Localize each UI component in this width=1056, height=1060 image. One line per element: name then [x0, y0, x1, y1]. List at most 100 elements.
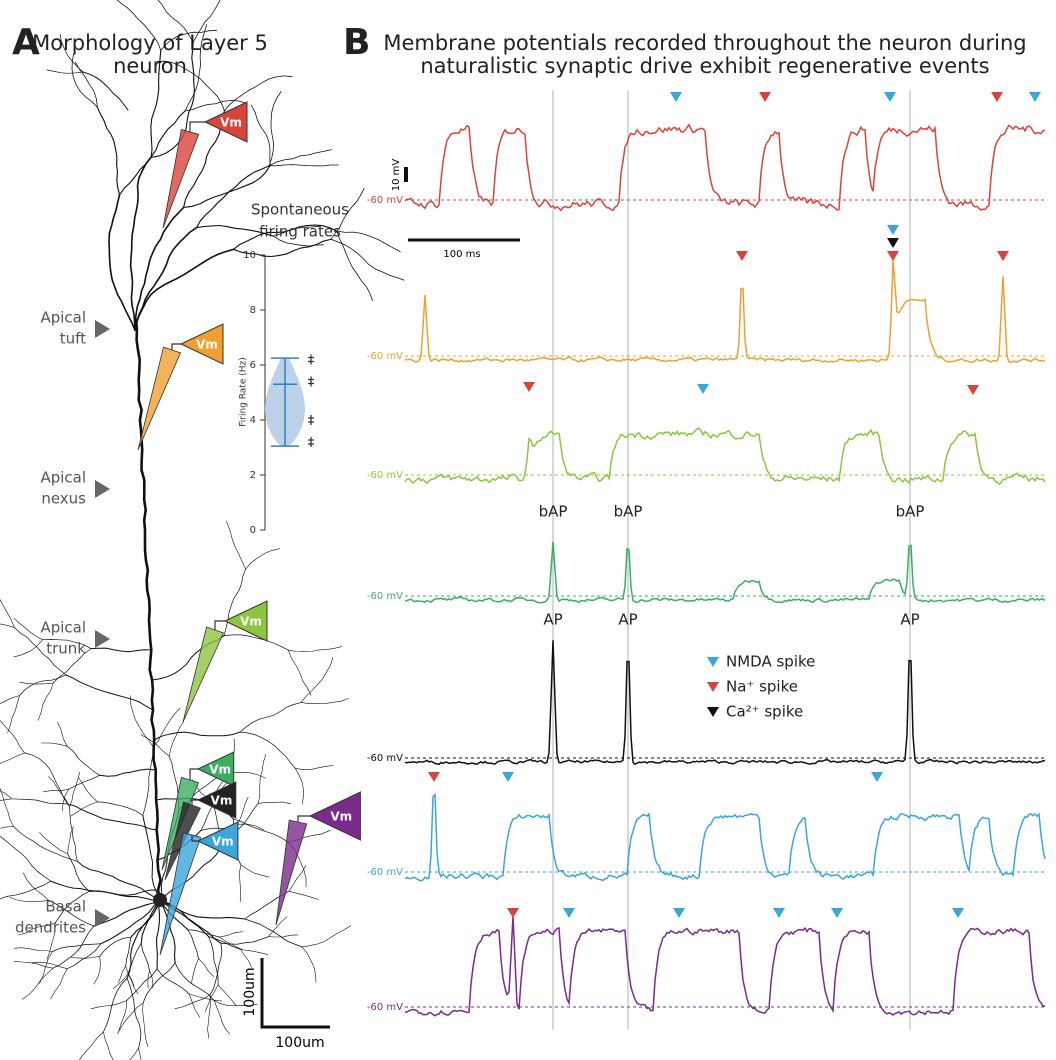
event-marker [887, 251, 899, 261]
dendrite [0, 599, 15, 628]
event-marker [991, 92, 1003, 102]
electrode-label: Vm [211, 794, 233, 808]
dendrite [0, 623, 15, 628]
dendrite [42, 639, 92, 649]
dendrite [223, 568, 246, 636]
dendrite [118, 1000, 127, 1032]
event-marker [1029, 92, 1041, 102]
dendrite [0, 826, 14, 829]
electrode-wire [191, 835, 198, 842]
region-label: trunk [46, 640, 86, 658]
dendrite [336, 230, 401, 252]
dendrite [0, 835, 52, 882]
dendrite [41, 742, 68, 747]
data-point [308, 354, 314, 365]
chart-title: Spontaneous [251, 201, 349, 219]
event-marker [502, 772, 514, 782]
dendrite [223, 634, 289, 651]
dendrite [250, 104, 271, 166]
data-point [308, 437, 314, 447]
dendrite [208, 936, 242, 950]
dendrite [240, 864, 270, 878]
dendrite [61, 789, 69, 812]
dendrite [226, 520, 246, 570]
dendrite [19, 682, 54, 685]
event-marker [967, 385, 979, 395]
dendrite [330, 238, 405, 281]
dendrite [69, 806, 78, 862]
dendrite [129, 156, 152, 331]
dendrite [268, 91, 282, 167]
event-marker [507, 908, 519, 918]
dendrite [71, 53, 98, 108]
event-marker [707, 657, 719, 667]
dendrite [213, 1000, 230, 1035]
electrode: Vm [182, 600, 268, 723]
dendrite [134, 206, 185, 331]
dendrite [218, 931, 243, 938]
dendrite [300, 657, 333, 703]
dendrite [142, 815, 161, 901]
electrode-cone [162, 129, 200, 229]
dendrite [213, 1000, 258, 1007]
dendrite [118, 965, 126, 984]
dendrite [159, 847, 221, 901]
amplifier [196, 821, 239, 861]
event-marker [707, 707, 719, 717]
panel-title: naturalistic synaptic drive exhibit rege… [420, 54, 989, 78]
trace [404, 123, 1046, 212]
dendrite [7, 695, 20, 734]
dendrite [153, 731, 241, 741]
dendrite [127, 942, 142, 975]
electrode-cone [182, 626, 225, 723]
dendrite [258, 754, 267, 804]
dendrite [288, 865, 307, 892]
dendrite [69, 772, 81, 808]
electrode: Vm [162, 101, 248, 229]
dendrite [13, 826, 78, 862]
baseline-label: -60 mV [367, 351, 403, 362]
bap-label: bAP [614, 503, 643, 521]
panel-title: neuron [113, 54, 187, 78]
scale-bar [260, 958, 330, 1029]
dendrite [217, 984, 237, 1007]
dendrite [0, 798, 12, 801]
dendrite [156, 968, 190, 995]
dendrite [129, 1048, 139, 1060]
electrode: Vm [137, 323, 224, 451]
dendrite [294, 765, 334, 770]
dendrite [301, 946, 317, 983]
dendrite [174, 994, 211, 1009]
legend-label: Ca²⁺ spike [726, 703, 803, 721]
dendrite [46, 922, 56, 960]
dendrite [126, 977, 142, 1049]
dendrite [232, 818, 289, 843]
dendrite [240, 949, 269, 955]
dendrite [52, 925, 95, 969]
amplifier [179, 323, 224, 365]
y-tick-label: 10 [243, 250, 256, 261]
dendrite [67, 853, 90, 892]
legend-label: Na⁺ spike [726, 678, 798, 696]
dendrite [67, 826, 74, 855]
event-marker [670, 92, 682, 102]
electrode-wire [297, 815, 310, 822]
dendrite [66, 943, 102, 970]
dendrite [147, 970, 150, 989]
dendrite [156, 60, 225, 112]
electrode: Vm [159, 821, 239, 956]
dendrite [142, 746, 154, 816]
dendrite [125, 965, 135, 987]
event-marker [887, 225, 899, 235]
region-label: Apical [40, 619, 86, 637]
y-tick-label: 0 [250, 525, 256, 536]
amplifier [223, 600, 268, 642]
dendrite [13, 617, 43, 640]
dendrite [239, 864, 242, 903]
dendrite [59, 33, 84, 73]
ap-label: AP [618, 611, 637, 629]
dendrite [31, 961, 68, 969]
dendrite [196, 224, 274, 237]
dendrite [112, 973, 129, 989]
